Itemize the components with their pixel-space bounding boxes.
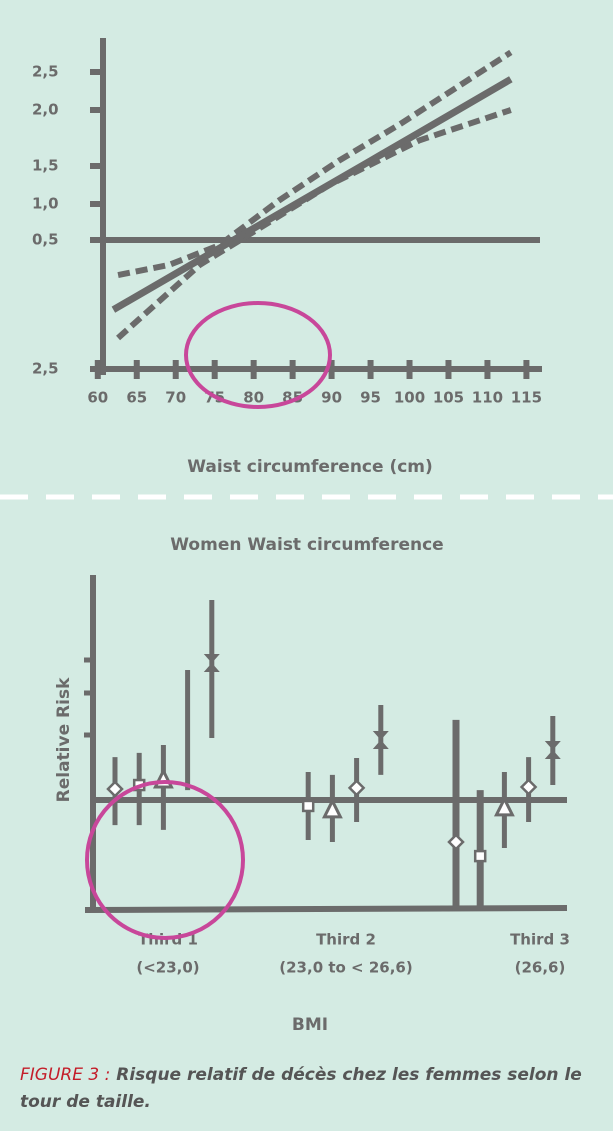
y-tick-label: 2,5 (32, 63, 59, 81)
marker (152, 767, 174, 789)
y-tick-label: 2,5 (32, 360, 59, 378)
caption-label: FIGURE 3 : (20, 1065, 111, 1085)
y-tick-label: 1,0 (32, 195, 59, 213)
category-label: Third 3 (510, 931, 570, 949)
x-tick-label: 100 (394, 389, 425, 407)
x-tick-label: 60 (87, 389, 108, 407)
chart-title: Women Waist circumference (170, 535, 443, 555)
marker (301, 799, 315, 813)
highlight-circle (85, 780, 245, 940)
line (111, 76, 513, 313)
marker (106, 780, 124, 798)
x-tick-label: 110 (472, 389, 503, 407)
marker (203, 653, 220, 672)
marker (544, 741, 561, 760)
category-range: (23,0 to < 26,6) (279, 959, 412, 977)
line (116, 107, 512, 341)
marker (473, 849, 487, 863)
marker (519, 778, 538, 796)
x-tick-label: 115 (511, 389, 542, 407)
highlight-circle (184, 301, 332, 409)
marker (493, 795, 515, 817)
category-range: (<23,0) (136, 959, 199, 977)
marker (372, 730, 389, 749)
x-tick-label: 105 (433, 389, 464, 407)
x-tick-label: 70 (165, 389, 186, 407)
line (117, 49, 513, 279)
x-tick-label: 90 (321, 389, 342, 407)
x-axis (84, 905, 568, 913)
marker (447, 833, 465, 851)
caption-text: Risque relatif de décès chez les femmes … (20, 1065, 582, 1112)
y-tick-label: 2,0 (32, 101, 59, 119)
x-axis-label: BMI (292, 1015, 328, 1035)
marker (321, 797, 343, 819)
caption: FIGURE 3 : Risque relatif de décès chez … (20, 1062, 590, 1116)
x-tick-label: 65 (126, 389, 147, 407)
category-range: (26,6) (515, 959, 566, 977)
y-axis-label: Relative Risk (54, 677, 74, 802)
y-tick-label: 0,5 (32, 231, 59, 249)
marker (347, 779, 366, 797)
x-tick-label: 95 (360, 389, 381, 407)
y-tick-label: 1,5 (32, 157, 59, 175)
x-axis-label: Waist circumference (cm) (187, 457, 433, 477)
category-label: Third 2 (316, 931, 376, 949)
x-tick-label: 80 (243, 389, 264, 407)
